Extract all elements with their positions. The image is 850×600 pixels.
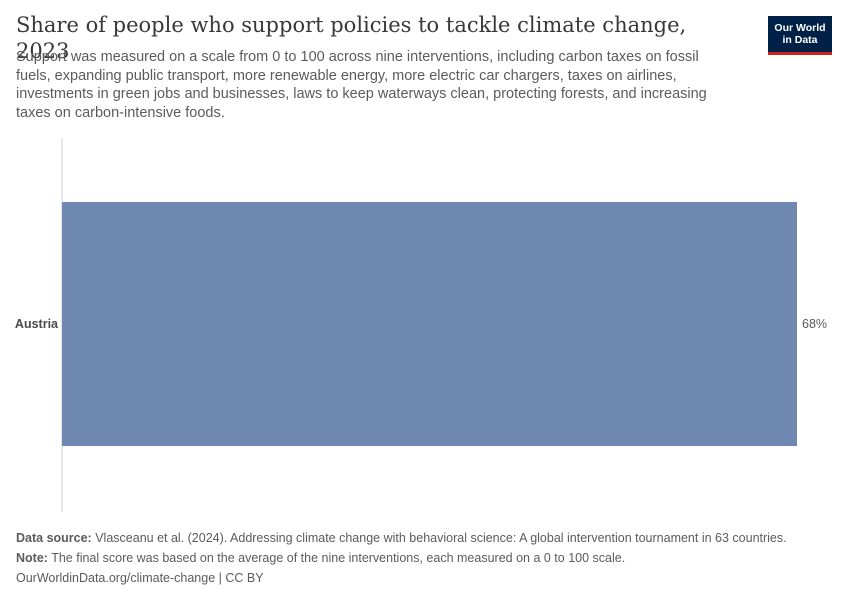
- source-line: Data source: Vlasceanu et al. (2024). Ad…: [16, 528, 836, 548]
- logo-line-2: in Data: [782, 34, 818, 46]
- owid-logo[interactable]: Our World in Data: [768, 16, 832, 55]
- chart-subtitle: Support was measured on a scale from 0 t…: [16, 49, 707, 121]
- bar-austria[interactable]: [62, 202, 797, 446]
- source-text[interactable]: Vlasceanu et al. (2024). Addressing clim…: [95, 531, 787, 545]
- note-line: Note: The final score was based on the a…: [16, 548, 836, 568]
- value-label: 68%: [802, 317, 827, 331]
- credit-line[interactable]: OurWorldinData.org/climate-change | CC B…: [16, 571, 264, 585]
- logo-line-1: Our World: [774, 22, 826, 34]
- source-label: Data source:: [16, 531, 92, 545]
- chart-title: Share of people who support policies to …: [16, 13, 687, 63]
- footer: Data source: Vlasceanu et al. (2024). Ad…: [16, 528, 836, 588]
- note-label: Note:: [16, 551, 48, 565]
- note-text: The final score was based on the average…: [51, 551, 626, 565]
- category-label: Austria: [15, 317, 59, 331]
